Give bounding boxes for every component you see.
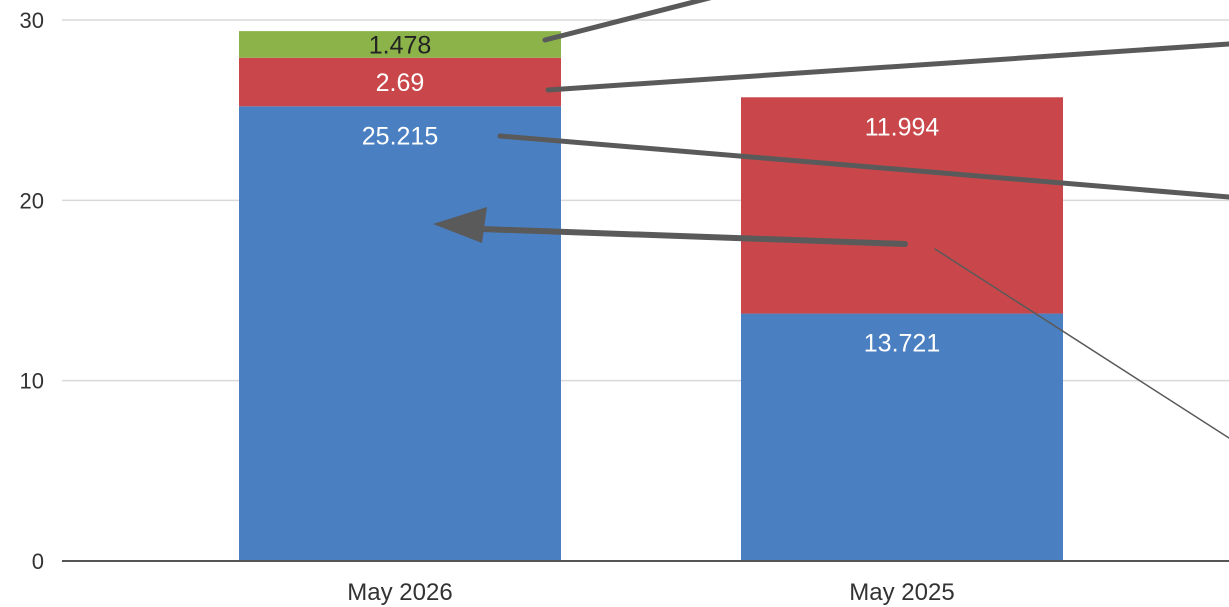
data-label: 25.215 [362,122,438,150]
bar-segment [741,313,1063,561]
data-label: 11.994 [865,113,940,141]
y-tick-label: 0 [32,549,44,574]
data-label: 13.721 [864,330,940,358]
data-label: 1.478 [369,31,432,59]
bar-segment [239,31,561,58]
annotation-layer [433,0,1229,439]
x-category-label: May 2026 [347,579,452,606]
bar-segment [741,97,1063,314]
data-label: 2.69 [376,69,425,97]
label-layer: 25.215 2.69 1.478 13.721 11.994 [362,31,940,357]
x-category-label: May 2025 [849,579,954,606]
annotation-arrow-line [545,41,1229,93]
axis-layer: 0 10 20 30 May 2026 May 2025 [20,8,1229,606]
bar-segment [239,57,561,107]
annotation-arrowhead [433,207,487,243]
bar-segment [239,106,561,562]
y-tick-label: 10 [20,369,44,394]
annotation-arrow-line [497,133,1229,200]
annotation-pointer-line [934,248,1229,439]
y-tick-label: 20 [20,188,44,213]
annotation-arrow-line [542,0,712,43]
annotation-arrow-line [479,226,908,247]
y-tick-label: 30 [20,8,44,33]
bar-layer [239,31,1063,562]
